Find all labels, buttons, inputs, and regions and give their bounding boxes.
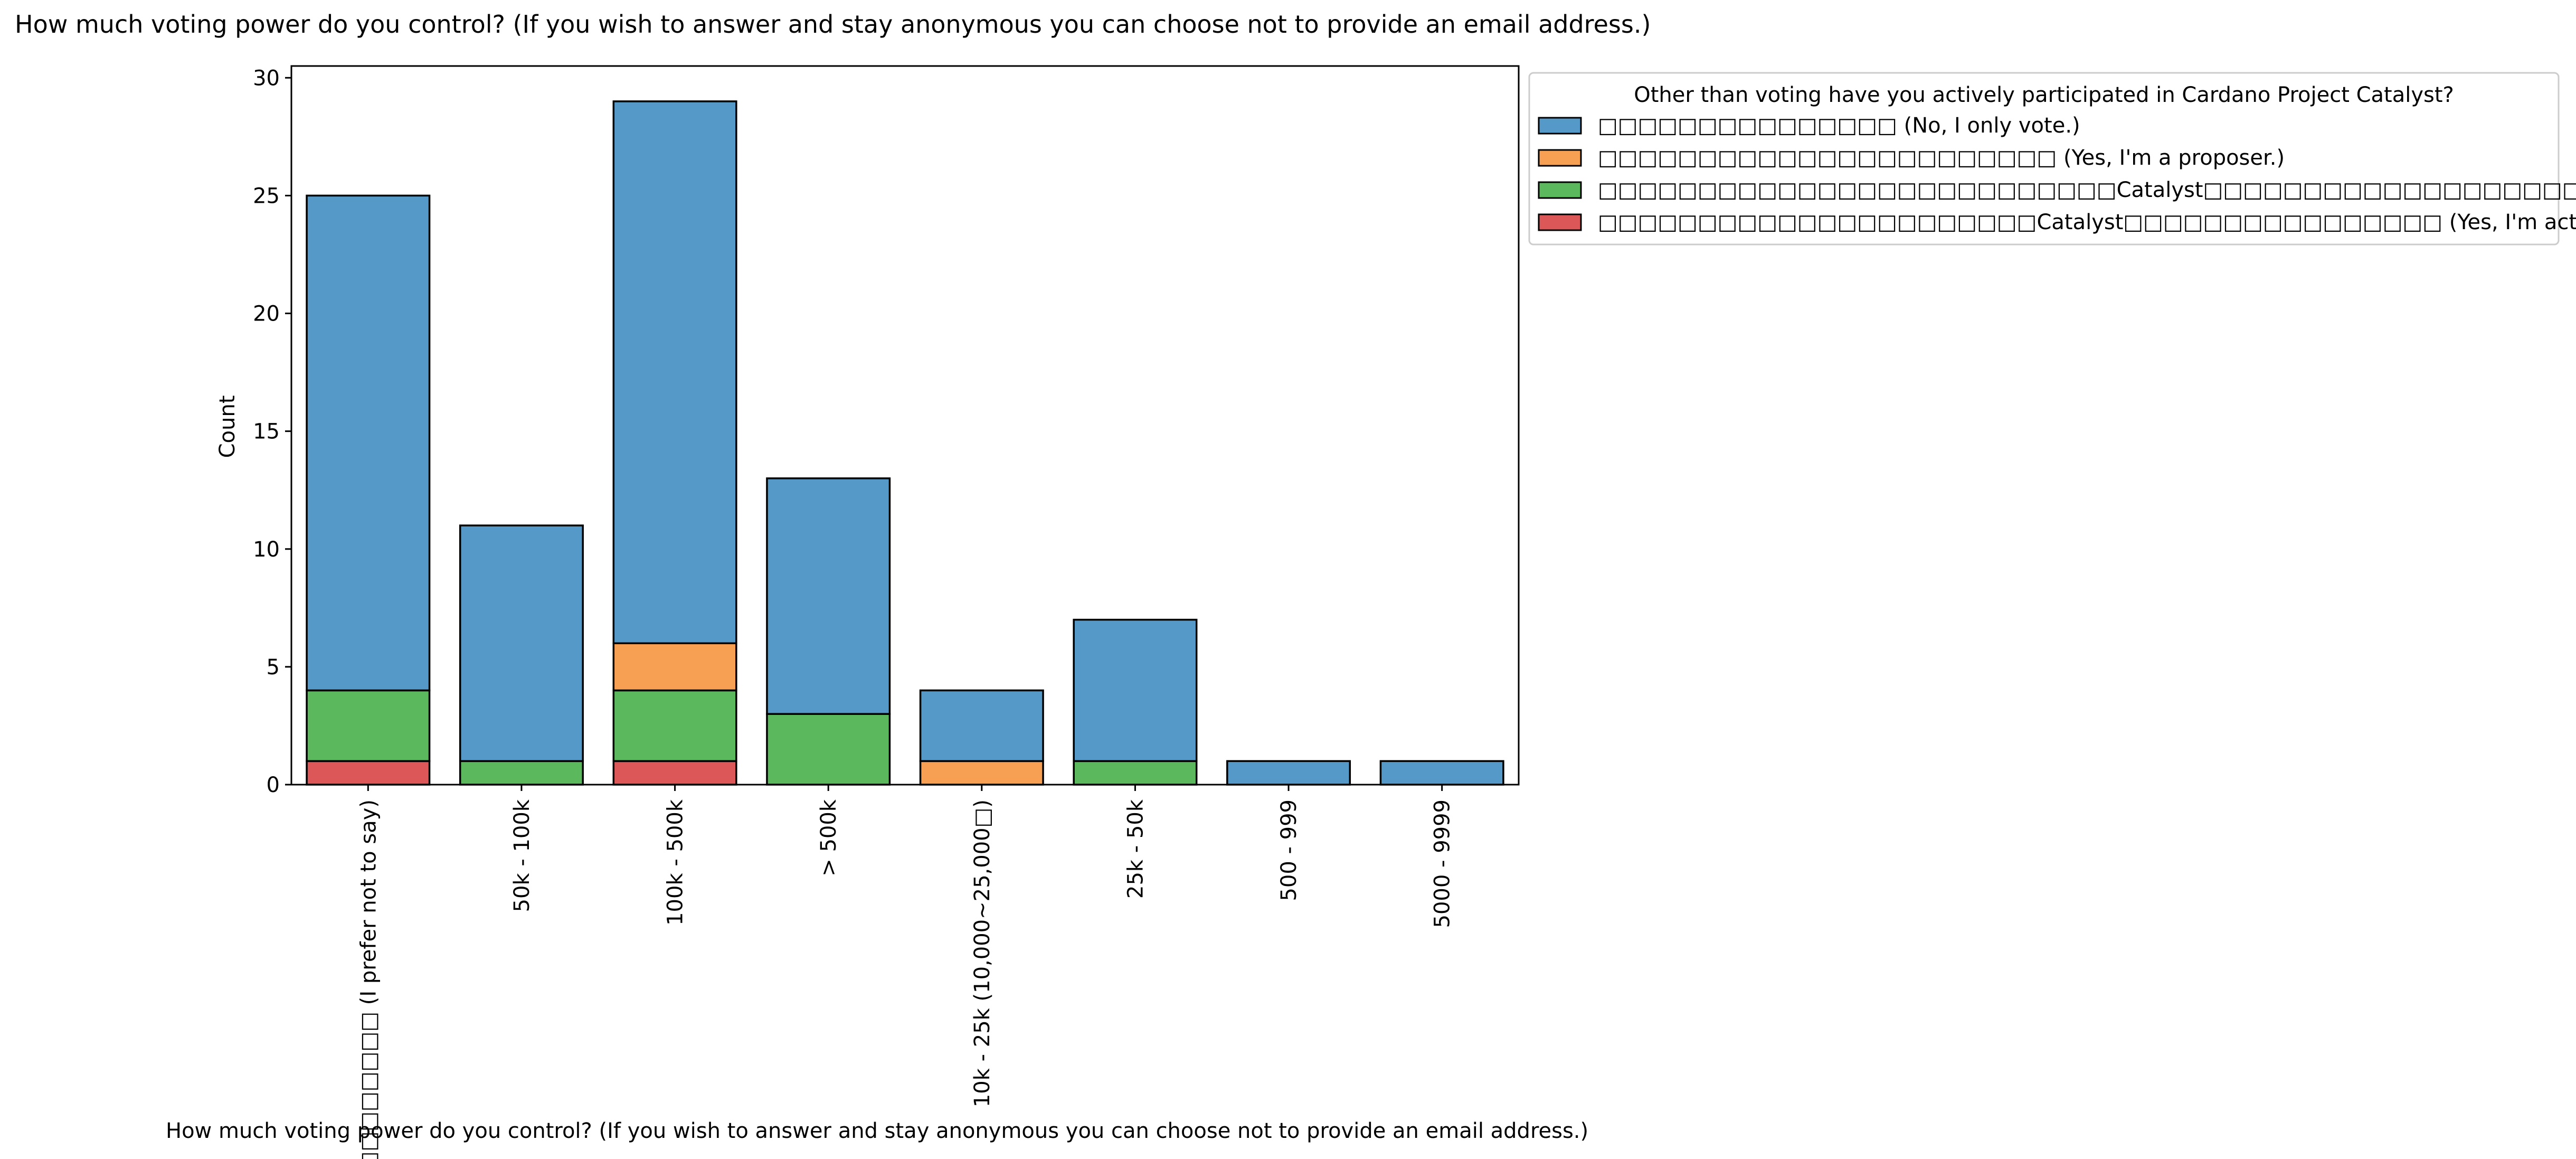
bar-segment bbox=[459, 524, 584, 762]
x-axis-label: How much voting power do you control? (I… bbox=[166, 1119, 1588, 1143]
legend-swatch bbox=[1538, 213, 1582, 231]
bar-segment bbox=[919, 760, 1044, 786]
y-tick-label: 30 bbox=[253, 66, 280, 90]
legend-swatch bbox=[1538, 181, 1582, 199]
legend-swatch bbox=[1538, 117, 1582, 135]
bar-segment bbox=[306, 760, 431, 786]
legend-title: Other than voting have you actively part… bbox=[1634, 83, 2454, 107]
legend: Other than voting have you actively part… bbox=[1528, 72, 2576, 246]
bar-segment bbox=[612, 100, 737, 645]
y-axis-label: Count bbox=[215, 395, 240, 458]
bar-segment bbox=[1073, 760, 1198, 786]
legend-entry: □□□□□□□□□□□□□□□□□□□□□□□□□□Catalyst□□□□□□… bbox=[1598, 178, 2576, 202]
y-tick-label: 0 bbox=[267, 773, 280, 797]
bar-segment bbox=[306, 689, 431, 762]
bars bbox=[306, 100, 1504, 786]
x-tick-label: 25k - 50k bbox=[1123, 799, 1148, 899]
y-tick-label: 20 bbox=[253, 302, 280, 326]
bar-segment bbox=[612, 642, 737, 692]
bar-segment bbox=[766, 713, 891, 786]
axes: 0 5 10 15 20 25 30 □□□□□□□□□ (I prefer not to s… bbox=[253, 65, 1520, 1159]
x-tick-label: 100k - 500k bbox=[664, 799, 688, 926]
legend-entry: □□□□□□□□□□□□□□□□□□□□□□□ (Yes, I'm a prop… bbox=[1598, 146, 2285, 170]
bar-segment bbox=[766, 477, 891, 715]
chart-title: How much voting power do you control? (I… bbox=[15, 10, 1651, 39]
y-tick-label: 10 bbox=[253, 538, 280, 562]
bar-segment bbox=[459, 760, 584, 786]
x-tick-label: □□□□□□□□□ (I prefer not to say) bbox=[356, 799, 381, 1159]
bar-segment bbox=[919, 689, 1044, 762]
x-tick-label: 5000 - 9999 bbox=[1431, 799, 1455, 928]
legend-swatch bbox=[1538, 149, 1582, 167]
y-tick-label: 25 bbox=[253, 184, 280, 208]
bar-segment bbox=[1073, 618, 1198, 762]
bar-segment bbox=[612, 689, 737, 762]
legend-box bbox=[1528, 72, 2560, 246]
legend-entry: □□□□□□□□□□□□□□□□□□□□□□Catalyst□□□□□□□□□□… bbox=[1598, 210, 2576, 234]
plot-frame bbox=[290, 65, 1520, 786]
bar-segment bbox=[1379, 760, 1504, 786]
legend-entry: □□□□□□□□□□□□□□□ (No, I only vote.) bbox=[1598, 114, 2080, 138]
x-tick-label: 10k - 25k (10,000~25,000□) bbox=[970, 799, 995, 1107]
y-tick-label: 15 bbox=[253, 420, 280, 444]
y-tick-label: 5 bbox=[267, 655, 280, 680]
bar-segment bbox=[612, 760, 737, 786]
bar-segment bbox=[306, 194, 431, 692]
x-tick-label: 50k - 100k bbox=[510, 799, 534, 912]
x-tick-label: > 500k bbox=[817, 799, 841, 877]
x-tick-label: 500 - 999 bbox=[1277, 799, 1301, 901]
bar-segment bbox=[1226, 760, 1351, 786]
